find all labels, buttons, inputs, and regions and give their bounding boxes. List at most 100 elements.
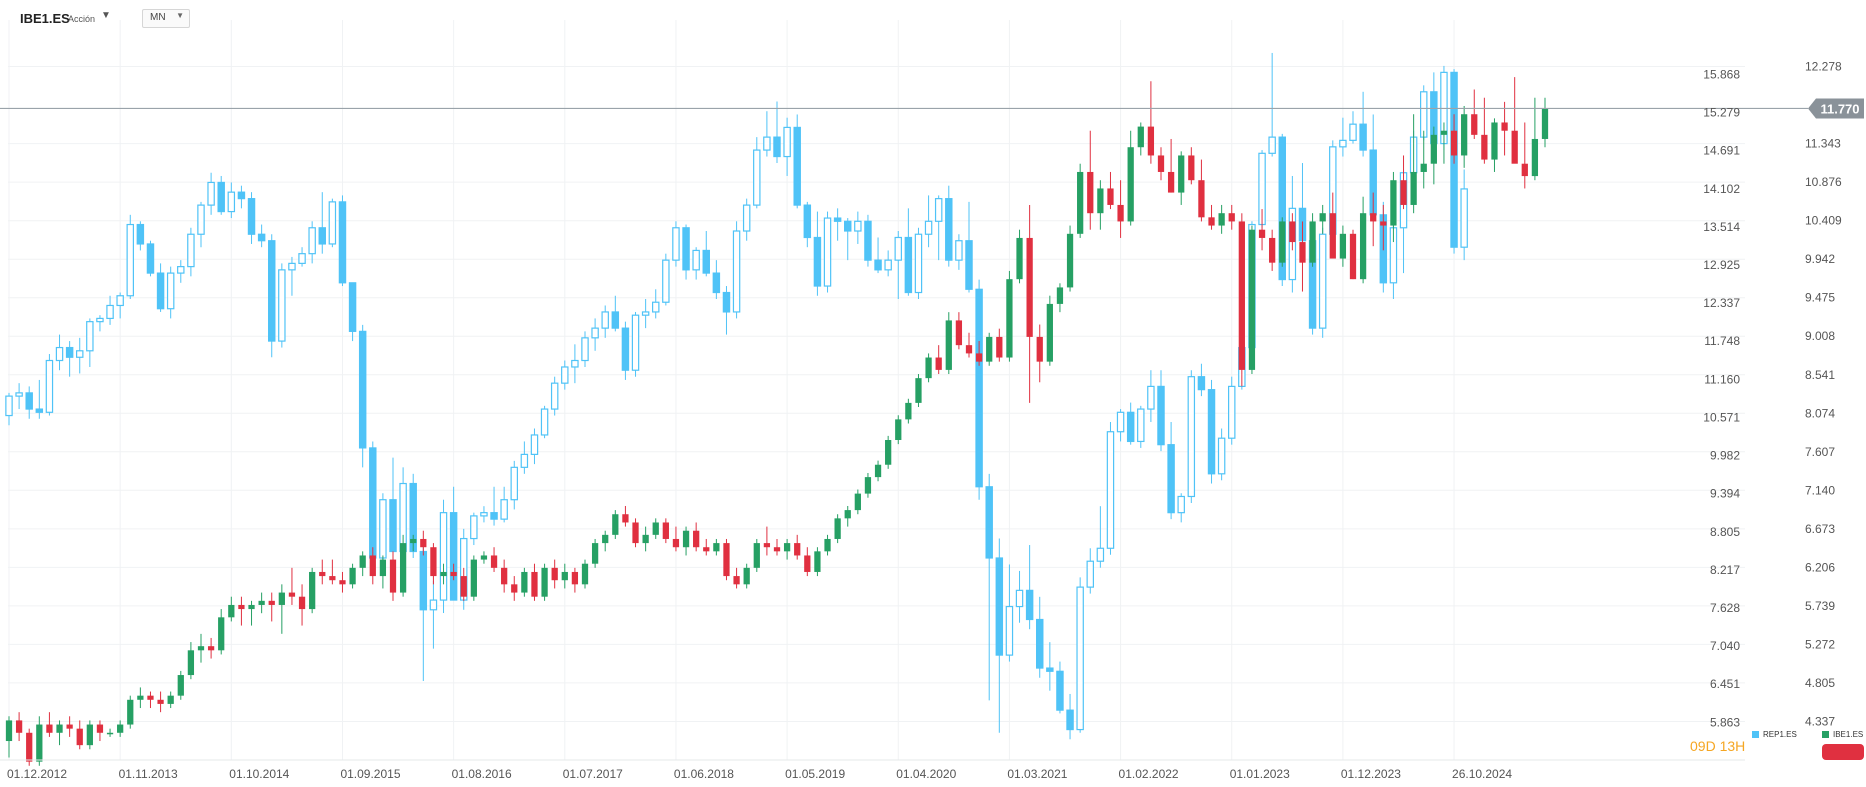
right-price-axis: 12.278 11.343 10.876 10.409 9.942 9.475 9.008 8… [1805, 60, 1842, 729]
rep1-candle-body [106, 304, 114, 320]
rep1-candle-body [166, 272, 175, 310]
ibe1-candle-body [1461, 114, 1468, 156]
rep1-candle-body [116, 295, 124, 307]
ibe1-candle-body [1238, 221, 1245, 370]
rep1-candle-body [934, 198, 943, 222]
rep1-candle-body [156, 272, 165, 310]
ibe1-candle-body [349, 567, 356, 585]
rep1-candle-body [1339, 139, 1347, 148]
time-axis-tick-label: 01.06.2018 [674, 767, 734, 781]
ibe1-candle-body [844, 510, 851, 519]
rep1-candle-body [1126, 411, 1135, 443]
ibe1-candle-body [965, 345, 973, 354]
rep1-candle-body [985, 486, 993, 559]
rep1-candle-body [540, 408, 549, 436]
rep1-candle-body [1420, 91, 1428, 138]
left-axis-tick-label: 7.628 [1710, 601, 1740, 615]
ibe1-candle-body [1339, 233, 1347, 259]
time-axis-tick-label: 01.03.2021 [1007, 767, 1067, 781]
current-price-value: 11.770 [1820, 101, 1859, 116]
rep1-candle-body [1177, 495, 1185, 514]
left-axis-tick-label: 9.394 [1710, 487, 1740, 501]
ibe1-candle-body [1056, 287, 1064, 304]
ibe1-candle-body [1309, 221, 1316, 263]
ibe1-candle-body [15, 720, 23, 733]
ibe1-candle-body [1531, 138, 1539, 177]
left-axis-tick-label: 9.982 [1710, 449, 1740, 463]
rep1-candle-body [389, 499, 397, 553]
right-axis-tick-label: 4.337 [1805, 714, 1835, 728]
ibe1-candle-body [672, 538, 680, 548]
rep1-candle-body [924, 220, 933, 235]
ibe1-candle-body [86, 724, 93, 746]
rep1-candle-body [833, 217, 842, 222]
ibe1-candle-body [1178, 155, 1185, 193]
ibe1-candle-body [1430, 134, 1437, 164]
rep1-candle-body [490, 512, 498, 520]
legend-item-ibe1[interactable]: IBE1.ES [1822, 730, 1863, 739]
ibe1-candle-body [804, 555, 811, 572]
time-axis-tick-label: 01.07.2017 [563, 767, 623, 781]
legend-toggle-button[interactable] [1822, 744, 1864, 760]
rep1-candle-body [1086, 560, 1094, 588]
ibe1-candle-body [258, 600, 265, 605]
legend-swatch-rep1 [1752, 731, 1759, 739]
ibe1-candle-body [874, 464, 882, 478]
rep1-candle-body [257, 233, 266, 242]
ibe1-candle-body [490, 555, 498, 568]
left-axis-tick-label: 10.571 [1703, 410, 1740, 424]
rep1-candle-body [76, 350, 84, 358]
legend-item-rep1[interactable]: REP1.ES [1752, 730, 1797, 739]
legend-swatch-ibe1 [1822, 731, 1829, 739]
left-axis-tick-label: 8.217 [1710, 563, 1740, 577]
ibe1-candle-body [207, 646, 215, 651]
rep1-candle-body [1349, 123, 1357, 141]
rep1-candle-body [682, 227, 690, 271]
ibe1-candle-body [440, 571, 447, 577]
right-axis-tick-label: 9.475 [1805, 291, 1835, 305]
left-axis-tick-label: 8.805 [1710, 525, 1740, 539]
rep1-candle-body [1106, 431, 1115, 549]
ibe1-candle-body [1269, 237, 1276, 263]
rep1-candle-body [25, 392, 33, 410]
timeframe-select[interactable]: MN ▼ [142, 9, 190, 28]
ibe1-candle-body [1046, 303, 1053, 362]
rep1-candle-body [470, 515, 478, 540]
symbol-dropdown-icon[interactable]: ▼ [101, 10, 111, 21]
right-axis-tick-label: 9.942 [1805, 252, 1835, 266]
ibe1-candle-body [319, 571, 326, 577]
ibe1-candle-body [5, 720, 13, 742]
series-rep1-candles [5, 52, 1468, 740]
left-axis-tick-label: 12.925 [1703, 258, 1740, 272]
rep1-candle-body [1278, 136, 1286, 281]
symbol-name[interactable]: IBE1.ES [20, 11, 70, 26]
ibe1-candle-body [1077, 171, 1084, 234]
ibe1-candle-body [127, 699, 134, 725]
ibe1-candle-body [76, 728, 83, 746]
time-axis-tick-label: 01.05.2019 [785, 767, 845, 781]
rep1-candle-body [510, 466, 518, 501]
ibe1-candle-body [864, 477, 872, 494]
ibe1-candle-body [1087, 171, 1094, 214]
ibe1-candle-body [662, 522, 669, 539]
rep1-candle-body [298, 253, 306, 264]
right-axis-tick-label: 5.739 [1805, 599, 1835, 613]
ibe1-candle-body [1541, 108, 1549, 139]
left-axis-tick-label: 15.279 [1703, 106, 1740, 120]
rep1-candle-body [1167, 444, 1175, 514]
rep1-candle-body [732, 230, 741, 313]
ibe1-candle-body [895, 419, 902, 440]
ibe1-candle-body [1208, 217, 1215, 226]
rep1-candle-body [591, 327, 599, 339]
rep1-candle-body [247, 198, 256, 235]
rep1-candle-body [1066, 709, 1074, 731]
rep1-candle-body [702, 249, 710, 274]
ibe1-candle-body [794, 543, 801, 556]
ibe1-candle-body [248, 604, 255, 610]
ibe1-candle-body [1491, 122, 1498, 160]
ibe1-candle-body [945, 320, 952, 370]
ibe1-candle-body [1450, 130, 1458, 156]
ibe1-candle-body [571, 571, 579, 585]
rep1-candle-body [864, 220, 872, 261]
